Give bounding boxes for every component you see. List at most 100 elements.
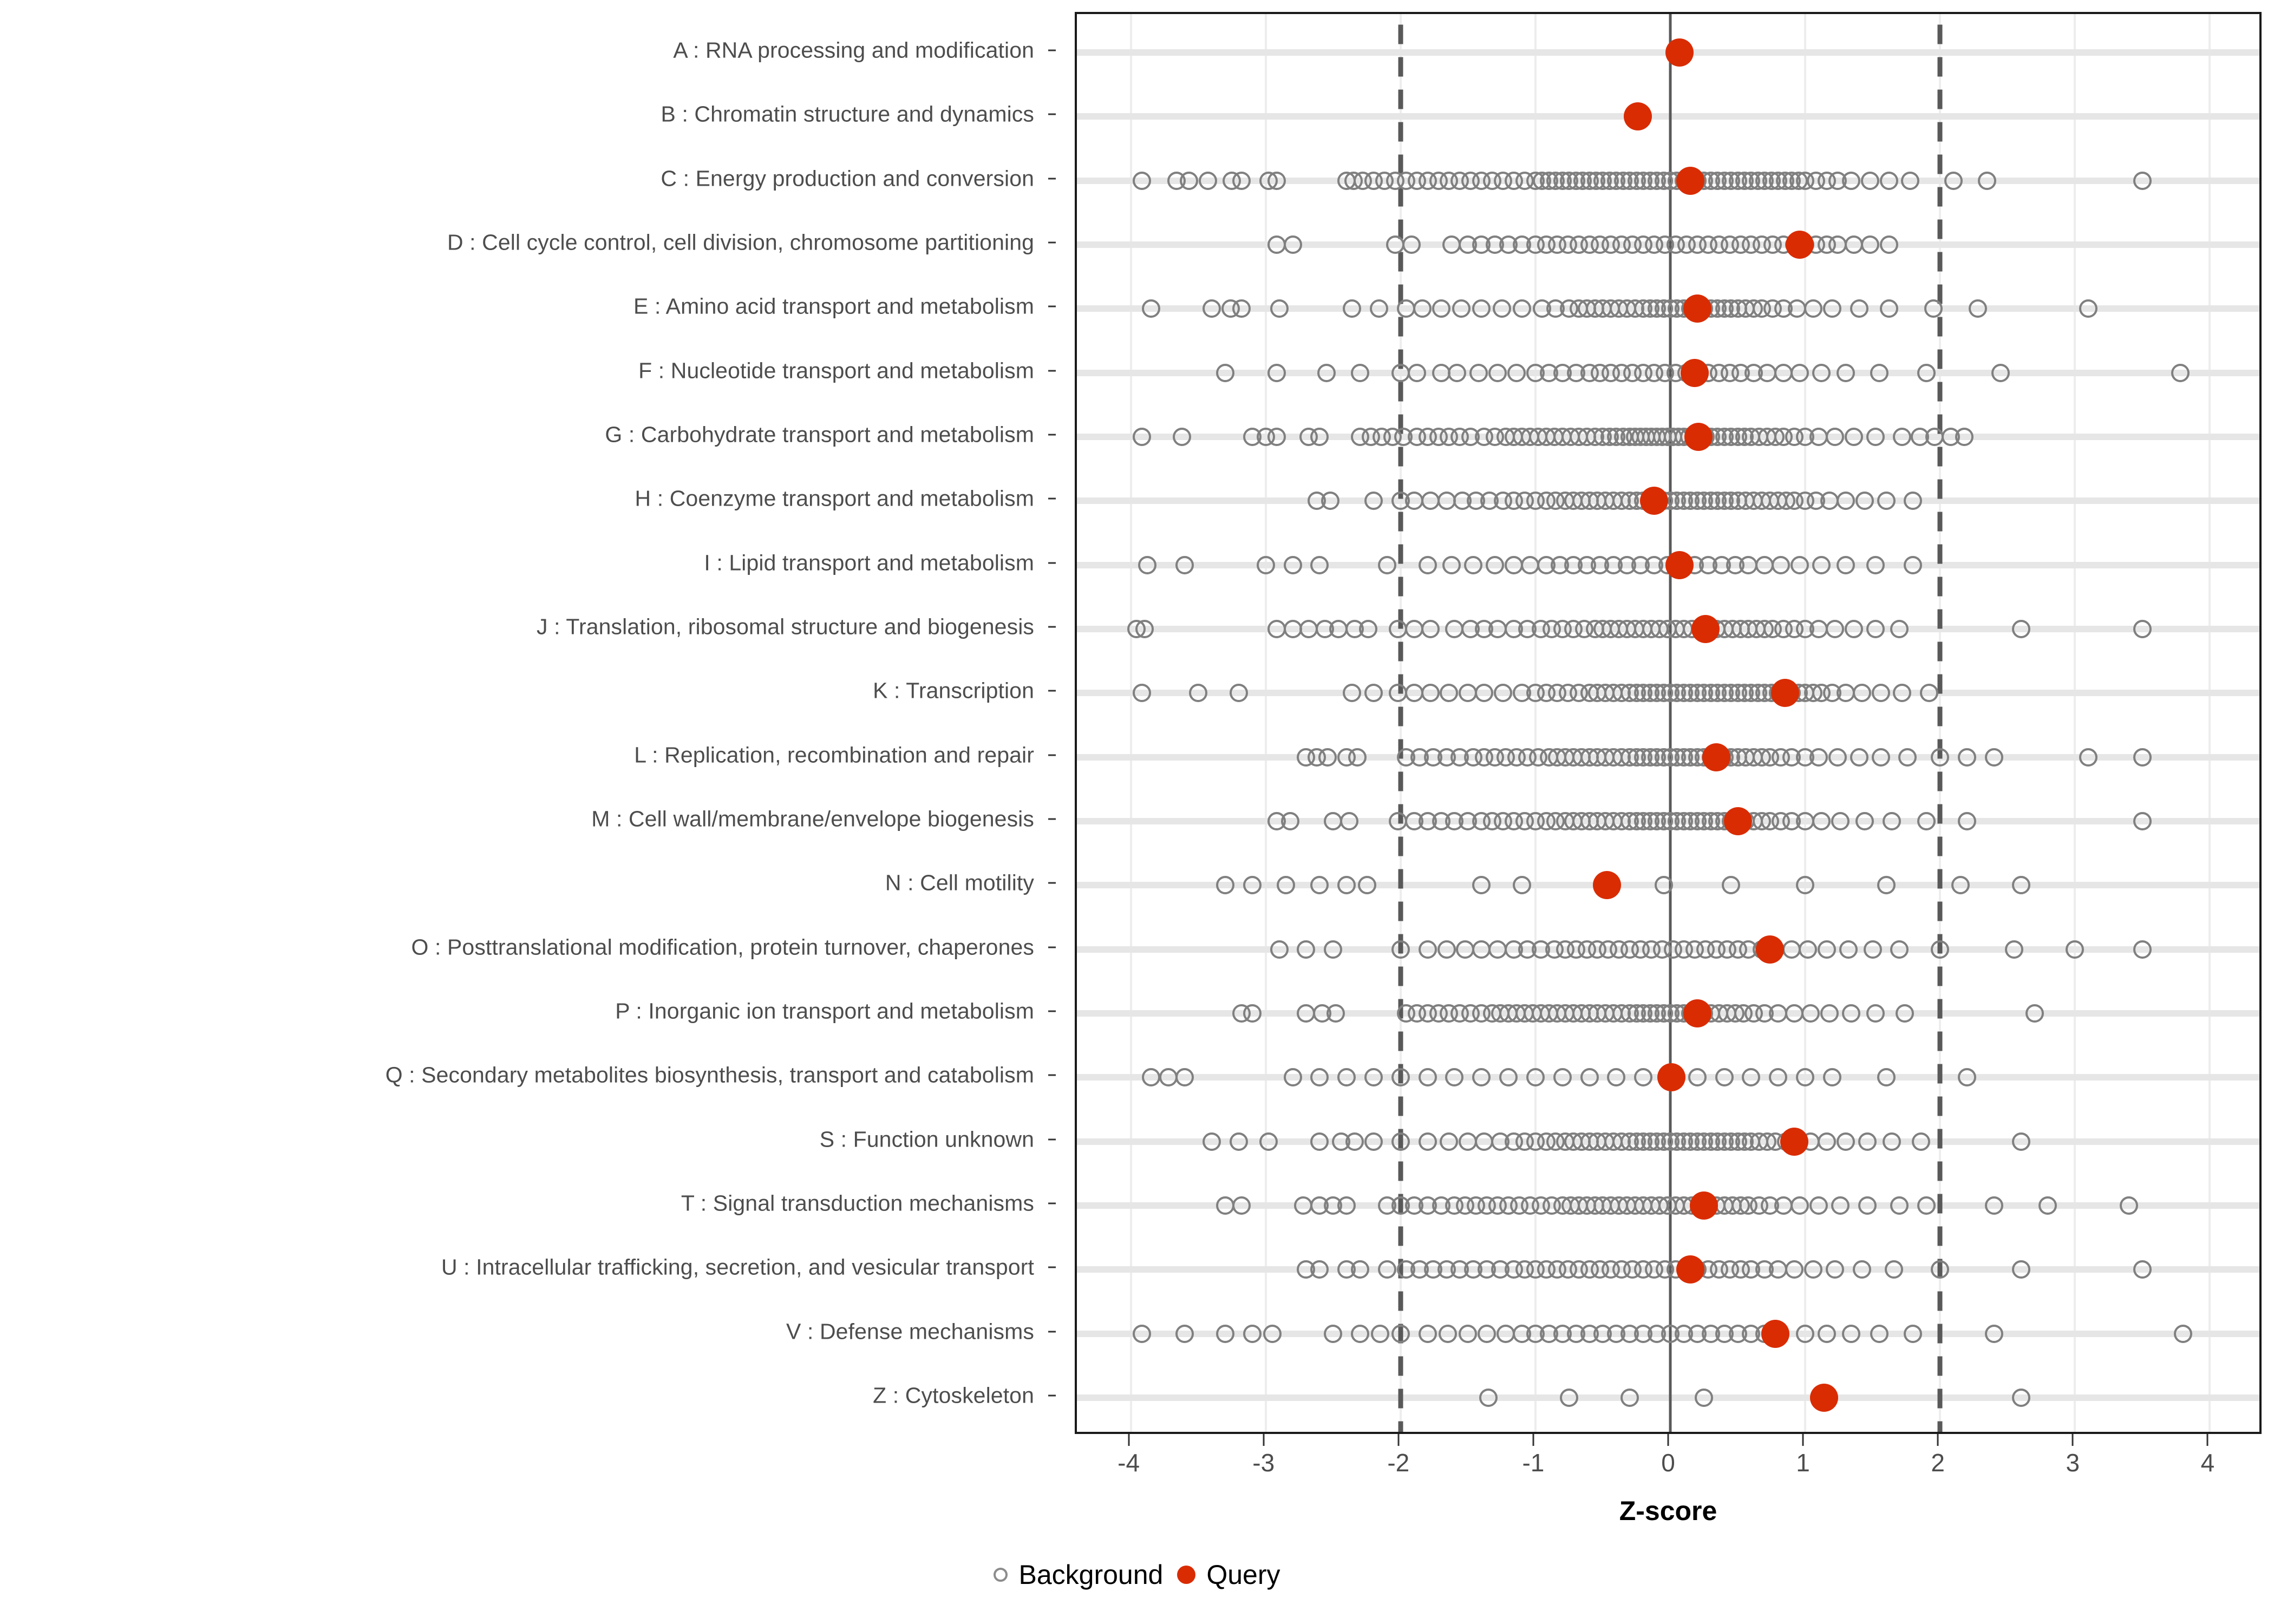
background-point <box>1472 876 1491 895</box>
background-point <box>1494 684 1513 703</box>
background-point <box>1836 1132 1855 1151</box>
background-point <box>1472 940 1491 959</box>
query-point[interactable] <box>1809 1384 1838 1412</box>
query-point[interactable] <box>1684 423 1713 451</box>
background-point <box>1456 940 1475 959</box>
query-point[interactable] <box>1680 358 1709 387</box>
x-axis-tick-label: 4 <box>2200 1449 2215 1477</box>
background-point <box>1978 171 1997 190</box>
background-point <box>1634 1068 1653 1087</box>
y-axis-label-a: A : RNA processing and modification <box>673 37 1034 63</box>
query-point[interactable] <box>1665 38 1694 67</box>
y-axis-label-j: J : Translation, ribosomal structure and… <box>537 614 1034 639</box>
background-point <box>1951 876 1970 895</box>
background-point <box>1364 1132 1383 1151</box>
background-point <box>1142 299 1160 318</box>
legend-item-background[interactable]: Background <box>994 1559 1163 1590</box>
background-point <box>1351 363 1370 382</box>
background-point <box>1850 748 1868 767</box>
y-axis-tick <box>1048 1394 1056 1397</box>
query-point[interactable] <box>1676 1255 1705 1284</box>
background-point <box>1920 684 1939 703</box>
background-point <box>1310 555 1329 574</box>
background-point <box>1440 684 1459 703</box>
background-point <box>1809 620 1828 638</box>
background-point <box>1263 1324 1282 1343</box>
y-axis-tick <box>1048 818 1056 820</box>
background-point <box>1327 1004 1345 1023</box>
background-point <box>1836 555 1855 574</box>
background-point <box>1877 492 1896 510</box>
background-point <box>1904 492 1923 510</box>
background-point <box>1442 235 1461 254</box>
y-axis-tick <box>1048 113 1056 115</box>
background-point <box>1132 171 1151 190</box>
plot-panel <box>1075 12 2262 1434</box>
background-point <box>1478 1324 1497 1343</box>
background-point <box>1364 492 1383 510</box>
background-point <box>2079 748 2098 767</box>
query-point[interactable] <box>1624 102 1652 131</box>
background-point <box>1879 235 1898 254</box>
background-point <box>1459 1132 1478 1151</box>
query-point[interactable] <box>1756 935 1785 964</box>
background-point <box>1310 428 1329 446</box>
background-point <box>1774 1196 1793 1215</box>
background-point <box>1270 299 1289 318</box>
query-point[interactable] <box>1691 615 1720 643</box>
background-point <box>1391 363 1410 382</box>
query-point[interactable] <box>1723 807 1752 835</box>
query-point[interactable] <box>1702 743 1730 771</box>
query-point[interactable] <box>1780 1127 1809 1156</box>
x-axis-tick-label: -4 <box>1118 1449 1140 1477</box>
x-axis: -4 -3 -2 -1 0 1 2 3 4 <box>1075 1434 2262 1499</box>
background-point <box>1337 1068 1356 1087</box>
background-point <box>1931 748 1950 767</box>
background-point <box>1229 1132 1248 1151</box>
y-axis-label-n: N : Cell motility <box>885 870 1034 895</box>
legend-label-query: Query <box>1206 1560 1280 1590</box>
background-point <box>1607 1068 1626 1087</box>
background-point <box>2133 171 2152 190</box>
query-point[interactable] <box>1676 166 1705 195</box>
background-point <box>1479 1389 1498 1407</box>
query-point[interactable] <box>1683 999 1711 1027</box>
query-point[interactable] <box>1761 1319 1790 1348</box>
y-axis-tick <box>1048 1010 1056 1012</box>
y-axis-label-v: V : Defense mechanisms <box>786 1319 1034 1344</box>
row-gridline <box>1077 1394 2259 1401</box>
background-point <box>1831 812 1850 830</box>
query-point[interactable] <box>1683 294 1711 323</box>
query-point[interactable] <box>1770 679 1799 708</box>
background-point <box>1817 1324 1836 1343</box>
query-point[interactable] <box>1690 1191 1718 1220</box>
background-point <box>1785 1260 1804 1279</box>
background-point <box>2173 1324 2192 1343</box>
background-point <box>1852 1260 1871 1279</box>
background-point <box>1968 299 1987 318</box>
background-point <box>1812 555 1831 574</box>
background-point <box>1931 940 1950 959</box>
background-point <box>1488 940 1507 959</box>
background-point <box>1324 812 1343 830</box>
x-axis-tick-label: 3 <box>2066 1449 2080 1477</box>
query-point[interactable] <box>1640 487 1669 515</box>
background-point <box>1904 1324 1923 1343</box>
background-point <box>1445 1068 1464 1087</box>
legend-item-query[interactable]: Query <box>1177 1559 1280 1590</box>
y-axis-tick <box>1048 1331 1056 1333</box>
background-point <box>1958 812 1976 830</box>
query-point[interactable] <box>1665 551 1694 579</box>
background-point <box>1439 1324 1457 1343</box>
y-axis-label-column: A : RNA processing and modification B : C… <box>0 0 1056 1435</box>
background-point <box>1351 1260 1370 1279</box>
query-point[interactable] <box>1592 871 1621 900</box>
query-point[interactable] <box>1657 1063 1686 1092</box>
background-point <box>2171 363 2190 382</box>
query-point[interactable] <box>1786 231 1814 259</box>
background-point <box>1464 555 1483 574</box>
background-point <box>1769 1068 1788 1087</box>
background-point <box>1317 363 1336 382</box>
background-point <box>1391 1132 1410 1151</box>
background-point <box>1232 299 1251 318</box>
